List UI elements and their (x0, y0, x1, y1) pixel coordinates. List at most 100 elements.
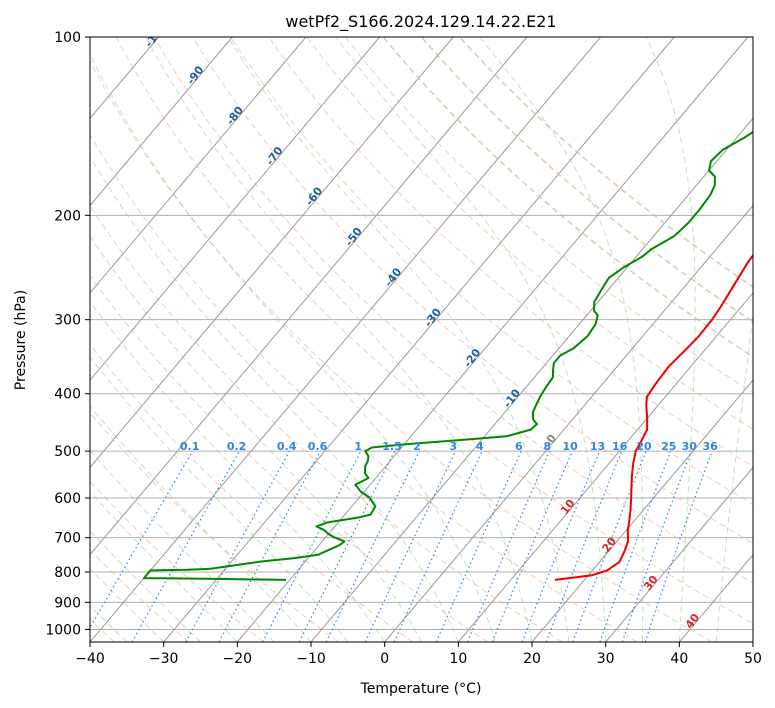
moist-adiabat-line (752, 637, 753, 642)
mixing-ratio-line (325, 450, 421, 642)
x-tick-label: −40 (75, 651, 105, 667)
x-tick-label: 10 (449, 651, 467, 667)
moist-adiabat-line (90, 567, 165, 642)
dry-adiabat-line (191, 37, 753, 544)
x-tick-label: 40 (670, 651, 688, 667)
mixing-ratio-line (185, 450, 291, 642)
mixing-ratio-line (491, 450, 573, 642)
isotherm-line (605, 466, 753, 642)
x-tick-label: −30 (149, 651, 179, 667)
moist-adiabat-line (90, 405, 312, 642)
moist-adiabat-line (90, 530, 201, 642)
mixing-ratio-label: 2 (413, 440, 421, 453)
series-layer (143, 130, 753, 581)
dewpoint-line (143, 130, 753, 581)
mixing-ratio-label: 20 (636, 440, 652, 453)
mixing-ratio-label: 3 (449, 440, 457, 453)
dry-adiabat-line (153, 37, 753, 584)
background-lines (90, 37, 753, 642)
chart-title: wetPf2_S166.2024.129.14.22.E21 (285, 12, 556, 32)
mixing-ratio-label: 0.1 (180, 440, 200, 453)
mixing-ratio-label: 10 (562, 440, 578, 453)
isotherm-line (163, 37, 675, 642)
moist-adiabat-line (227, 37, 570, 642)
y-tick-label: 300 (54, 313, 81, 329)
mixing-ratio-line (521, 450, 601, 642)
isotherm-line (236, 37, 749, 642)
x-tick-label: 50 (744, 651, 762, 667)
plot-frame (89, 36, 754, 643)
x-tick-label: 0 (380, 651, 389, 667)
mixing-ratio-label: 13 (590, 440, 605, 453)
mixing-ratio-label: 6 (515, 440, 523, 453)
moist-adiabat-line (90, 491, 238, 642)
isotherm-line (384, 204, 753, 642)
mixing-ratio-line (466, 450, 551, 642)
x-tick-label: 30 (597, 651, 615, 667)
moist-adiabat-line (90, 53, 496, 642)
dry-adiabat-line (90, 274, 488, 642)
mixing-ratio-label: 4 (476, 440, 484, 453)
moist-adiabat-line (90, 235, 422, 642)
mixing-ratio-label: 1.5 (382, 440, 402, 453)
dry-adiabat-line (90, 59, 712, 642)
mixing-ratio-label: 1 (354, 440, 362, 453)
moist-adiabat-line (335, 37, 607, 642)
moist-adiabat-line (715, 310, 753, 642)
dry-adiabat-line (268, 37, 753, 468)
mixing-ratio-label: 25 (661, 440, 676, 453)
grid-layer (0, 37, 753, 642)
x-axis-title: Temperature (°C) (360, 681, 482, 697)
mixing-ratio-label: 0.2 (227, 440, 247, 453)
isotherm-line (0, 37, 11, 642)
dry-adiabat-line (458, 37, 753, 289)
mixing-ratio-line (131, 450, 241, 642)
dry-adiabat-line (90, 343, 414, 642)
mixing-ratio-line (393, 450, 483, 642)
moist-adiabat-line (645, 37, 696, 642)
moist-adiabat-line (90, 449, 275, 642)
dry-adiabat-line (230, 37, 753, 506)
moist-adiabat-line (90, 155, 459, 642)
mixing-ratio-line (364, 450, 457, 642)
mixing-ratio-line (90, 450, 194, 629)
mixing-ratio-label: 36 (702, 440, 718, 453)
isotherm-line (457, 292, 753, 642)
mixing-ratio-line (435, 450, 522, 642)
x-tick-label: 20 (523, 651, 541, 667)
y-tick-label: 800 (54, 565, 81, 581)
y-tick-label: 700 (54, 531, 81, 547)
dry-adiabat-line (344, 37, 753, 394)
mixing-ratio-label: 30 (682, 440, 698, 453)
isotherm-line (90, 37, 233, 207)
y-tick-label: 1000 (45, 622, 81, 638)
y-tick-label: 100 (54, 30, 81, 46)
moist-adiabat-line (90, 356, 349, 642)
temperature-line (554, 253, 753, 581)
mixing-ratio-label: 0.4 (277, 440, 297, 453)
y-tick-label: 600 (54, 491, 81, 507)
mixing-ratio-label: 16 (612, 440, 628, 453)
isotherm-line (90, 37, 381, 381)
y-tick-label: 900 (54, 595, 81, 611)
x-axis: −40 −30 −20 −10 0 10 20 30 40 50 (75, 642, 762, 667)
isotherm-line (90, 37, 454, 469)
dry-adiabat-line (306, 37, 753, 430)
y-axis-title: Pressure (hPa) (13, 290, 29, 390)
y-tick-label: 400 (54, 387, 81, 403)
moist-adiabat-line (90, 300, 386, 642)
isotherm-line (90, 37, 528, 556)
isotherm-line (531, 379, 753, 642)
isotherm-line (90, 37, 307, 294)
x-tick-label: −10 (296, 651, 326, 667)
dry-adiabat-line (90, 480, 264, 642)
y-tick-label: 200 (54, 208, 81, 224)
dry-adiabat-line (90, 133, 638, 642)
isotherm-line (752, 641, 753, 642)
x-tick-label: −20 (223, 651, 253, 667)
mixing-ratio-label: 0.6 (308, 440, 328, 453)
y-axis: 100 200 300 400 500 600 700 800 900 1000 (45, 30, 90, 638)
y-tick-label: 500 (54, 444, 81, 460)
moist-adiabat-line (479, 37, 644, 642)
